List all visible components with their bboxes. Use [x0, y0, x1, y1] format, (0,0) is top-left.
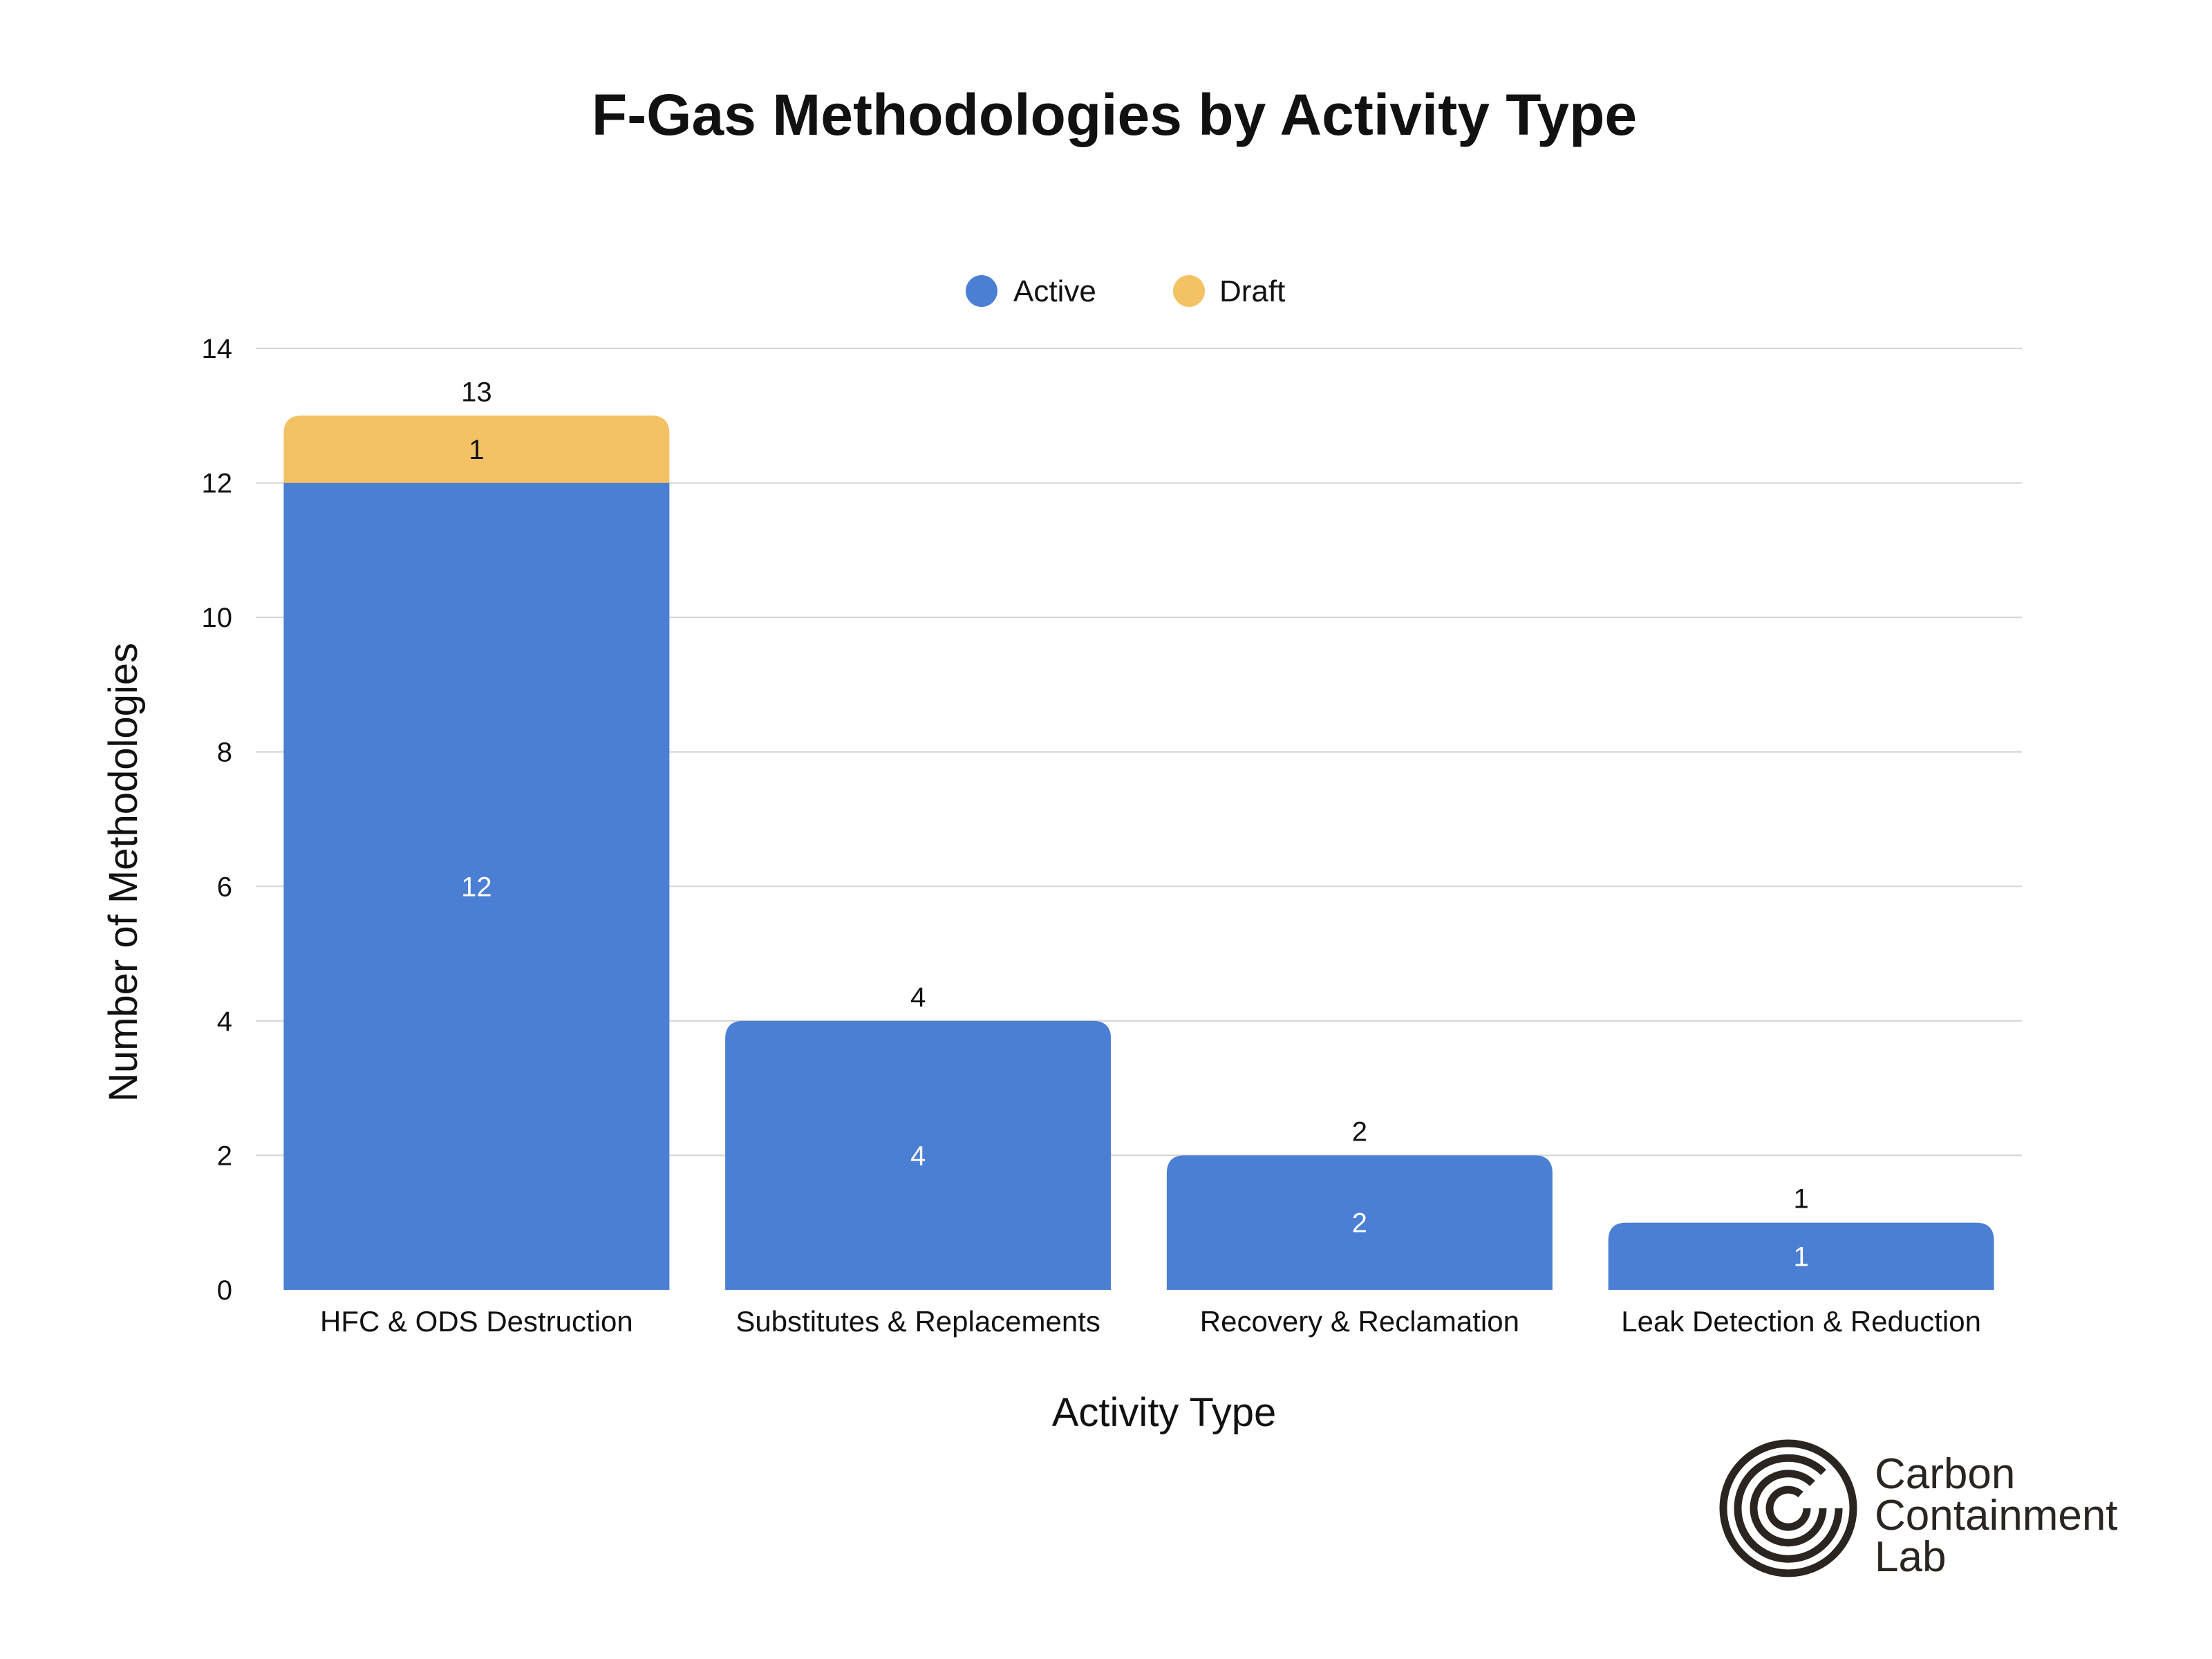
bar-segment-active: [1166, 1155, 1553, 1290]
x-tick-label: HFC & ODS Destruction: [320, 1305, 633, 1338]
x-axis-ticks: HFC & ODS Destruction Substitutes & Repla…: [320, 1305, 1981, 1338]
chart-title: F-Gas Methodologies by Activity Type: [592, 82, 1637, 147]
segment-value-label: 4: [910, 1141, 926, 1171]
y-tick-label: 14: [202, 334, 233, 364]
logo-text-carbon: Carbon: [1875, 1450, 2015, 1498]
logo-text-lab: Lab: [1875, 1533, 1946, 1581]
x-tick-label: Recovery & Reclamation: [1200, 1305, 1519, 1338]
x-tick-label: Substitutes & Replacements: [735, 1305, 1100, 1338]
bar-total-label: 2: [1352, 1116, 1367, 1147]
segment-value-label: 2: [1352, 1208, 1367, 1239]
y-tick-label: 12: [202, 469, 233, 499]
bar-segment-active: [725, 1020, 1112, 1290]
bars: 12 1 13 4 4 2 2 1 1: [283, 377, 1994, 1290]
segment-value-label: 1: [469, 435, 484, 465]
bar-total-label: 1: [1794, 1184, 1809, 1215]
y-tick-label: 4: [217, 1006, 232, 1037]
legend-label-draft: Draft: [1219, 274, 1285, 308]
x-axis-title: Activity Type: [1052, 1390, 1277, 1435]
y-tick-label: 10: [202, 603, 233, 633]
bar-segment-active: [283, 482, 670, 1290]
legend-swatch-draft: [1173, 275, 1205, 307]
bar-total-label: 4: [910, 982, 926, 1013]
y-tick-label: 0: [217, 1275, 232, 1306]
carbon-containment-lab-logo: Carbon Containment Lab: [1719, 1439, 2118, 1581]
logo-text-containment: Containment: [1875, 1492, 2118, 1539]
legend-label-active: Active: [1013, 274, 1096, 308]
y-tick-label: 8: [217, 738, 232, 768]
bar-total-label: 13: [461, 377, 492, 407]
legend-swatch-active: [966, 275, 997, 307]
y-tick-label: 2: [217, 1141, 232, 1171]
y-axis-title: Number of Methodologies: [101, 643, 146, 1102]
circled-c-logo-icon: [1719, 1439, 1857, 1577]
bar-segment-draft: [283, 415, 670, 483]
y-axis-ticks: 0 2 4 6 8 10 12 14: [202, 334, 233, 1306]
bar-segment-active: [1608, 1222, 1994, 1290]
segment-value-label: 1: [1794, 1241, 1809, 1272]
segment-value-label: 12: [461, 872, 492, 902]
legend: Active Draft: [966, 274, 1285, 308]
x-tick-label: Leak Detection & Reduction: [1621, 1305, 1981, 1338]
y-tick-label: 6: [217, 872, 232, 902]
